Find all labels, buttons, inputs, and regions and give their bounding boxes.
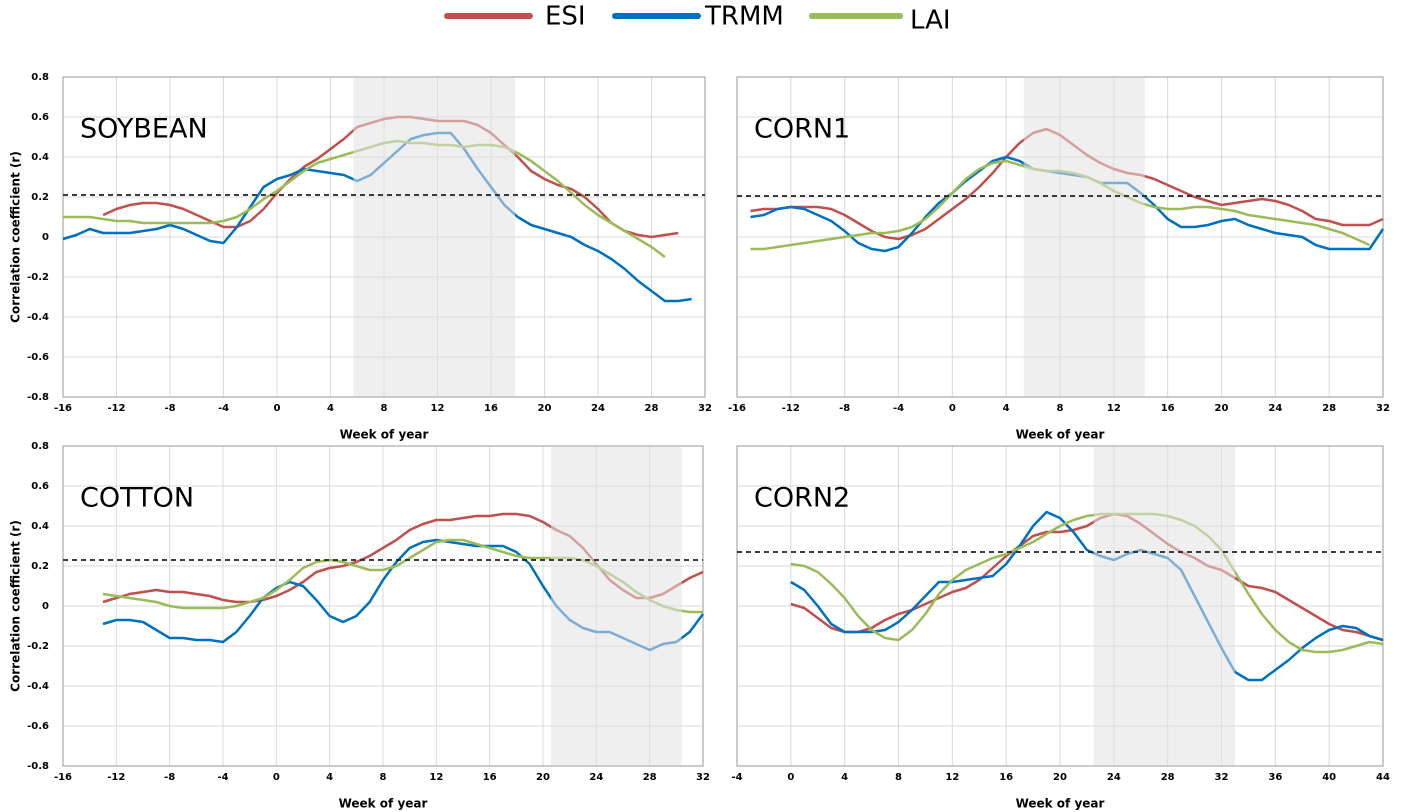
y-tick-label: -0.4 xyxy=(27,681,49,692)
x-tick-label: -8 xyxy=(164,403,175,414)
panel-title: COTTON xyxy=(80,483,194,514)
x-tick-label: -4 xyxy=(731,772,742,783)
panel: -0.8 -0.6 -0.4 -0.2 0 0.2 0.4 0.6 0.8 -16 -12 -8 -4 0… xyxy=(9,441,710,811)
x-tick-label: 0 xyxy=(273,772,280,783)
plot-frame xyxy=(736,76,1384,398)
panel-title: CORN2 xyxy=(754,483,850,514)
x-axis-title: Week of year xyxy=(339,797,428,811)
plot-frame xyxy=(62,445,704,767)
x-axis-title: Week of year xyxy=(340,428,429,442)
x-tick-label: 28 xyxy=(643,772,657,783)
x-tick-label: 20 xyxy=(1215,403,1229,414)
x-tick-label: 20 xyxy=(1053,772,1067,783)
plot-frame xyxy=(736,445,1384,767)
x-tick-label: 0 xyxy=(787,772,794,783)
x-tick-label: -12 xyxy=(782,403,800,414)
y-tick-label: 0.6 xyxy=(31,481,49,492)
x-tick-label: 24 xyxy=(589,772,603,783)
x-tick-label: -4 xyxy=(217,772,228,783)
x-tick-label: 24 xyxy=(591,403,605,414)
x-tick-label: 16 xyxy=(484,403,498,414)
x-tick-label: 24 xyxy=(1107,772,1121,783)
x-tick-label: 32 xyxy=(696,772,710,783)
y-tick-label: -0.8 xyxy=(27,761,49,772)
panel: -4 0 4 8 12 16 20 24 28 32 36 40 44 CORN2 Week of year xyxy=(731,445,1390,811)
panel-title: CORN1 xyxy=(754,114,850,145)
y-tick-label: 0.8 xyxy=(31,441,49,452)
series-line xyxy=(790,512,1384,642)
x-tick-label: 12 xyxy=(945,772,959,783)
panel: -0.8 -0.6 -0.4 -0.2 0 0.2 0.4 0.6 0.8 -16 -12 -8 -4 0… xyxy=(9,72,712,442)
x-tick-label: -8 xyxy=(164,772,175,783)
x-tick-label: -16 xyxy=(728,403,746,414)
x-tick-label: 28 xyxy=(1161,772,1175,783)
highlight-band xyxy=(1023,78,1145,396)
x-tick-label: 8 xyxy=(895,772,902,783)
x-tick-label: 20 xyxy=(536,772,550,783)
y-tick-label: 0.2 xyxy=(31,192,49,203)
x-tick-label: 20 xyxy=(538,403,552,414)
y-tick-label: -0.2 xyxy=(27,272,49,283)
x-tick-label: -4 xyxy=(218,403,229,414)
x-tick-label: 40 xyxy=(1322,772,1336,783)
x-tick-label: 8 xyxy=(380,772,387,783)
y-tick-label: -0.6 xyxy=(27,352,49,363)
legend-label: TRMM xyxy=(704,2,784,32)
y-tick-label: 0.6 xyxy=(31,112,49,123)
x-tick-label: 0 xyxy=(949,403,956,414)
x-tick-label: 24 xyxy=(1268,403,1282,414)
x-tick-label: 16 xyxy=(999,772,1013,783)
x-tick-label: 44 xyxy=(1376,772,1390,783)
highlight-band xyxy=(1093,447,1235,765)
panel: -16 -12 -8 -4 0 4 8 12 16 20 24 28 32 CORN1 Week of ye… xyxy=(728,76,1390,442)
x-tick-label: -12 xyxy=(107,403,125,414)
x-axis-title: Week of year xyxy=(1016,428,1105,442)
y-tick-label: 0.4 xyxy=(31,152,49,163)
y-tick-label: 0.4 xyxy=(31,521,49,532)
x-tick-label: -12 xyxy=(107,772,125,783)
highlight-band xyxy=(353,78,516,396)
legend-label: ESI xyxy=(545,2,586,32)
series-line xyxy=(790,512,1384,654)
x-tick-label: 32 xyxy=(1215,772,1229,783)
y-tick-label: -0.4 xyxy=(27,312,49,323)
x-tick-label: 0 xyxy=(274,403,281,414)
x-tick-label: 12 xyxy=(429,772,443,783)
x-tick-label: 32 xyxy=(698,403,712,414)
x-tick-label: 32 xyxy=(1376,403,1390,414)
y-tick-label: 0.2 xyxy=(31,561,49,572)
x-tick-label: 4 xyxy=(1003,403,1010,414)
y-axis-title: Correlation coefficient (r) xyxy=(9,151,23,323)
x-tick-label: -16 xyxy=(54,772,72,783)
x-tick-label: 8 xyxy=(1057,403,1064,414)
y-tick-label: 0 xyxy=(42,601,49,612)
y-axis-title: Correlation coefficient (r) xyxy=(9,520,23,692)
x-tick-label: 16 xyxy=(483,772,497,783)
x-tick-label: 28 xyxy=(1322,403,1336,414)
y-tick-label: -0.8 xyxy=(27,392,49,403)
x-tick-label: 36 xyxy=(1268,772,1282,783)
x-tick-label: 8 xyxy=(381,403,388,414)
y-tick-label: 0 xyxy=(42,232,49,243)
y-tick-label: 0.8 xyxy=(31,72,49,83)
x-tick-label: 4 xyxy=(326,772,333,783)
legend-label: LAI xyxy=(910,6,951,36)
x-tick-label: 12 xyxy=(1107,403,1121,414)
x-tick-label: -16 xyxy=(54,403,72,414)
y-tick-label: -0.6 xyxy=(27,721,49,732)
series-line xyxy=(790,510,1384,682)
x-tick-label: 4 xyxy=(327,403,334,414)
y-tick-label: -0.2 xyxy=(27,641,49,652)
x-tick-label: 28 xyxy=(645,403,659,414)
x-tick-label: 4 xyxy=(841,772,848,783)
x-axis-title: Week of year xyxy=(1016,797,1105,811)
plot-frame xyxy=(62,76,706,398)
highlight-band xyxy=(551,447,682,765)
x-tick-label: 16 xyxy=(1161,403,1175,414)
panel-title: SOYBEAN xyxy=(80,114,208,145)
x-tick-label: -4 xyxy=(893,403,904,414)
x-tick-label: -8 xyxy=(839,403,850,414)
x-tick-label: 12 xyxy=(431,403,445,414)
